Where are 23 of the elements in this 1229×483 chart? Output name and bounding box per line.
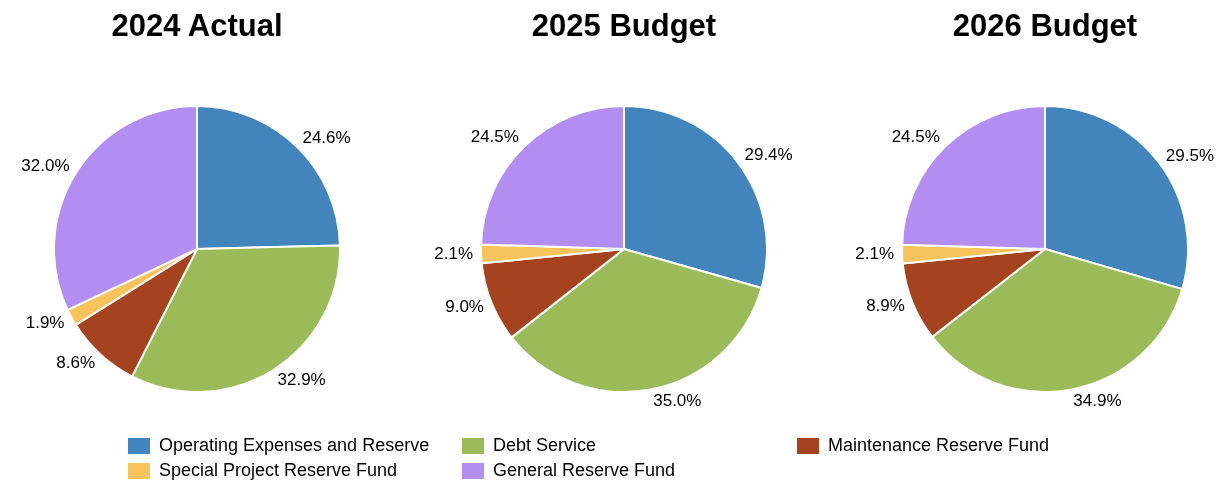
legend-label: Debt Service [493, 435, 597, 456]
data-label: 24.5% [470, 127, 519, 147]
data-label: 32.9% [277, 369, 326, 389]
data-label: 32.0% [21, 155, 70, 175]
data-label: 8.6% [56, 353, 96, 372]
data-label: 29.4% [744, 145, 793, 165]
data-label: 24.5% [891, 127, 940, 147]
data-label: 2.1% [855, 244, 895, 264]
chart-title: 2025 Budget [530, 8, 718, 44]
data-label: 9.0% [445, 296, 484, 316]
legend-label: Maintenance Reserve Fund [828, 435, 1050, 456]
legend-label: Special Project Reserve Fund [159, 460, 398, 481]
data-label: 29.5% [1165, 145, 1215, 165]
data-label: 1.9% [25, 312, 65, 332]
data-label: 34.9% [1073, 390, 1122, 410]
data-label: 24.6% [302, 127, 351, 147]
legend-label: General Reserve Fund [493, 460, 676, 481]
data-label: 8.9% [866, 296, 905, 316]
data-label: 2.1% [434, 244, 474, 264]
chart-title: 2026 Budget [951, 8, 1139, 44]
chart-title: 2024 Actual [110, 8, 284, 44]
data-label: 35.0% [653, 390, 702, 410]
legend-label: Operating Expenses and Reserve [159, 435, 430, 456]
